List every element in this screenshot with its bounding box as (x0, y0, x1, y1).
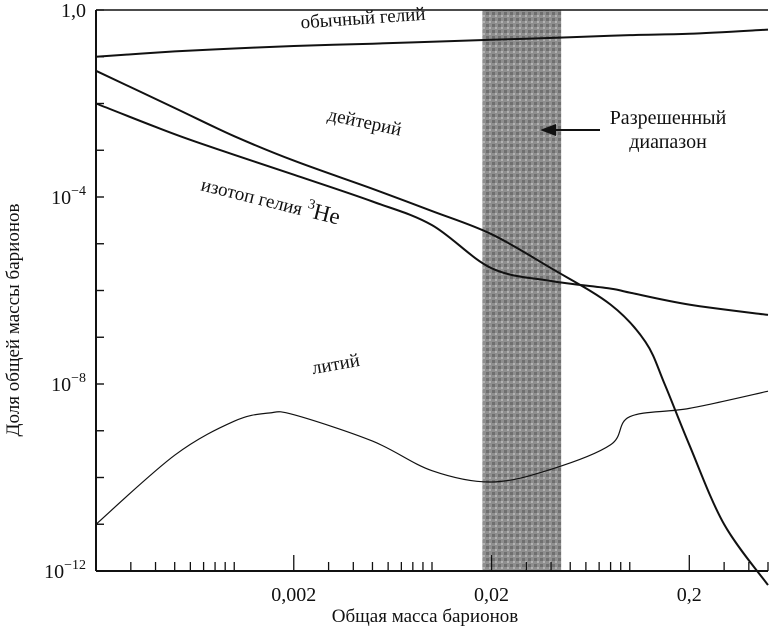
helium-4-curve (95, 28, 769, 58)
y-tick-label: 1,0 (61, 0, 86, 22)
series-label: обычный гелий (300, 4, 426, 34)
series-label: дейтерий (326, 105, 404, 141)
allowed-range-band (482, 10, 562, 571)
x-tick-label: 0,02 (474, 584, 509, 606)
helium-3-curve (95, 102, 769, 316)
y-tick-label: 10−12 (44, 558, 86, 583)
x-tick-label: 0,2 (677, 584, 702, 606)
series-label: изотоп гелия 3He (199, 171, 343, 230)
allowed-range-arrowhead (540, 124, 556, 136)
series-label: литий (310, 350, 361, 379)
y-axis-label: Доля общей массы барионов (3, 203, 24, 437)
y-tick-label: 10−4 (51, 184, 86, 209)
x-axis-label: Общая масса барионов (331, 606, 519, 627)
allowed-range-label: Разрешенный диапазон (610, 107, 727, 153)
y-tick-label: 10−8 (51, 371, 86, 396)
x-tick-label: 0,002 (271, 584, 316, 606)
lithium-curve (95, 390, 769, 525)
deuterium-curve (95, 69, 769, 586)
